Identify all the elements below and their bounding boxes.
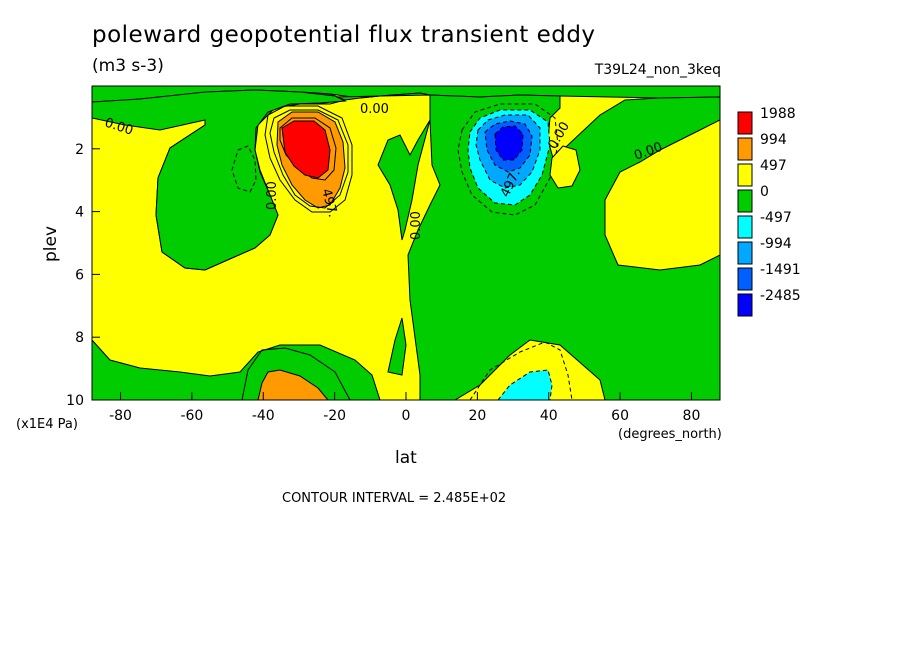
x-tick-label: -20	[323, 408, 346, 424]
x-tick-label: 80	[683, 408, 701, 424]
y-tick-label: 8	[75, 330, 84, 346]
contour-label: 0.00	[409, 211, 424, 240]
x-tick-label: -60	[180, 408, 203, 424]
chart-units: (m3 s-3)	[92, 56, 164, 76]
x-axis-title: lat	[395, 448, 417, 468]
legend-swatch	[737, 163, 753, 187]
legend-label: 994	[760, 132, 787, 148]
legend-label: -497	[760, 210, 792, 226]
green-sh-block	[91, 89, 347, 271]
y-ticks: 2 4 6 8 10	[66, 142, 100, 409]
legend-label: -2485	[760, 288, 801, 304]
legend-label: 497	[760, 158, 787, 174]
x-tick-label: 0	[402, 408, 411, 424]
x-tick-label: -80	[109, 408, 132, 424]
x-units: (degrees_north)	[618, 427, 722, 442]
run-label: T39L24_non_3keq	[594, 62, 721, 78]
contour-label: 0.00	[360, 102, 389, 117]
legend-swatch	[737, 111, 753, 135]
y-units: (x1E4 Pa)	[16, 417, 78, 432]
x-tick-label: 20	[468, 408, 486, 424]
y-tick-label: 2	[75, 142, 84, 158]
legend-swatch	[737, 189, 753, 213]
legend-label: -1491	[760, 262, 801, 278]
legend-swatch	[737, 215, 753, 239]
legend-label: -994	[760, 236, 792, 252]
legend-swatch	[737, 137, 753, 161]
positive-lower-contour	[241, 347, 351, 401]
x-tick-label: -40	[252, 408, 275, 424]
legend-swatch	[737, 293, 753, 317]
contour-interval: CONTOUR INTERVAL = 2.485E+02	[282, 491, 506, 506]
contour-label: 0.00	[265, 181, 280, 210]
positive-max-shading	[264, 105, 353, 213]
green-center-sliver	[387, 317, 407, 376]
negative-min-shading	[457, 103, 559, 216]
legend-swatch	[737, 241, 753, 265]
x-tick-label: 60	[611, 408, 629, 424]
y-tick-label: 4	[75, 205, 84, 221]
x-tick-label: 40	[540, 408, 558, 424]
small-contour-nh	[549, 145, 581, 189]
legend-label: 0	[760, 184, 769, 200]
legend-label: 1988	[760, 106, 796, 122]
negative-lower-contour	[469, 341, 573, 401]
y-tick-label: 10	[66, 393, 84, 409]
contour-label: 497.	[318, 187, 340, 219]
chart-title: poleward geopotential flux transient edd…	[92, 22, 596, 48]
legend: 1988 994 497 0 -497 -994 -1491 -2485	[737, 106, 801, 317]
x-ticks: -80 -60 -40 -20 0 20 40 60 80	[109, 392, 700, 424]
y-axis-title: plev	[41, 226, 61, 262]
legend-swatch	[737, 267, 753, 291]
y-tick-label: 6	[75, 267, 84, 283]
